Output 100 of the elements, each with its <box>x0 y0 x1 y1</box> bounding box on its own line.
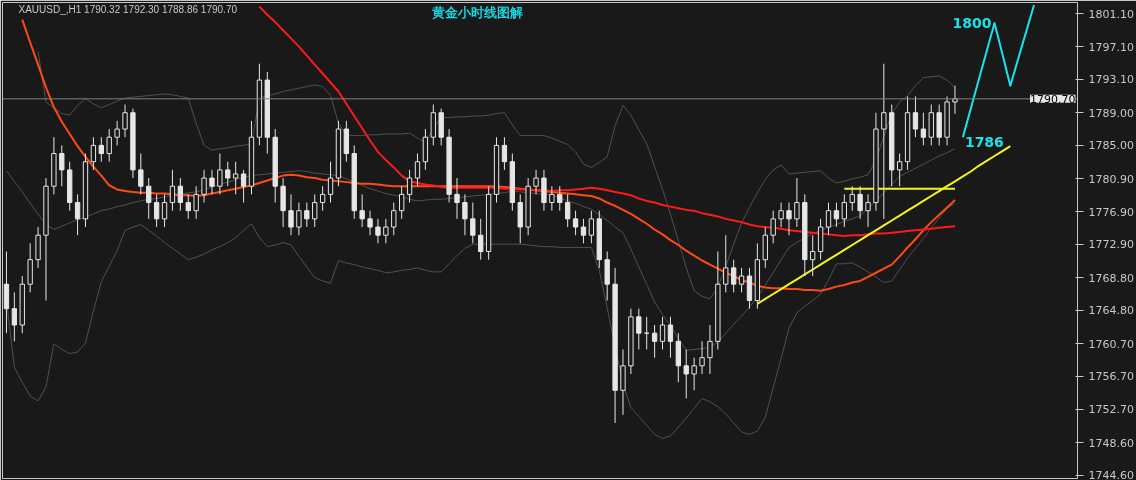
candlestick <box>304 202 310 228</box>
line-series <box>756 145 1012 305</box>
y-tick-label: 1801.10 <box>1088 7 1134 21</box>
ref-line-label: 1790.70 <box>1030 92 1076 106</box>
candlestick <box>478 218 484 261</box>
candlestick <box>185 193 191 220</box>
data-label: 1800 <box>952 14 992 31</box>
y-tick-label: 1748.60 <box>1088 436 1134 450</box>
candlestick <box>849 185 855 212</box>
candlestick <box>786 202 792 236</box>
candlestick <box>738 267 745 293</box>
y-tick-label: 1756.70 <box>1088 370 1134 384</box>
line-series <box>5 202 956 439</box>
candlestick <box>841 193 847 228</box>
y-tick-label: 1752.70 <box>1088 403 1134 417</box>
candlestick <box>952 85 958 115</box>
y-tick-label: 1768.80 <box>1088 271 1134 285</box>
candlestick <box>691 357 697 391</box>
candlestick <box>881 63 887 220</box>
candlestick <box>319 185 326 212</box>
candlestick <box>359 193 365 228</box>
candlestick <box>588 210 595 244</box>
candlestick <box>896 153 903 187</box>
candlestick <box>225 161 231 187</box>
candlestick <box>865 193 871 228</box>
candlestick <box>217 153 223 195</box>
candlestick <box>470 202 476 244</box>
candlestick <box>74 193 81 236</box>
candlestick <box>391 202 397 236</box>
y-tick-label: 1797.10 <box>1088 40 1134 54</box>
y-tick-label: 1780.90 <box>1088 172 1134 186</box>
y-tick-label: 1760.70 <box>1088 337 1134 351</box>
candlestick <box>920 112 927 146</box>
y-tick-label: 1789.00 <box>1088 106 1134 120</box>
candlestick <box>146 177 152 220</box>
candlestick <box>375 218 381 244</box>
candlestick <box>778 202 784 228</box>
candlestick <box>580 218 587 244</box>
candlestick <box>161 193 168 228</box>
candlestick <box>833 202 840 228</box>
candlestick <box>794 177 800 228</box>
candlestick <box>106 128 112 163</box>
candlestick <box>367 210 373 236</box>
candlestick <box>462 193 468 236</box>
candlestick <box>233 161 239 195</box>
candlestick <box>399 185 405 220</box>
candlestick <box>912 95 919 138</box>
line-series <box>258 5 956 238</box>
candlestick <box>659 316 666 350</box>
candlestick <box>138 153 144 195</box>
y-tick-label: 1744.60 <box>1088 469 1134 480</box>
candlestick <box>557 185 563 212</box>
candlestick <box>327 161 334 204</box>
candlestick <box>572 210 579 236</box>
line-series <box>21 18 956 292</box>
y-tick-label: 1772.90 <box>1088 238 1134 252</box>
candlestick <box>533 169 539 195</box>
candlestick <box>169 169 176 212</box>
candlestick <box>699 340 705 375</box>
candlestick <box>114 120 120 146</box>
candlestick <box>383 218 389 244</box>
candlestick <box>683 349 689 399</box>
candlestick <box>651 324 658 359</box>
candlestick <box>240 169 247 204</box>
candlestick <box>857 185 863 220</box>
candlestick <box>11 291 18 342</box>
candlestick <box>707 324 713 375</box>
candlestick <box>193 185 199 220</box>
candlestick <box>636 308 642 350</box>
candlestick <box>90 136 97 171</box>
candlestick <box>667 316 674 359</box>
candlestick <box>454 177 460 220</box>
candlestick <box>177 177 184 212</box>
candlestick <box>153 193 160 228</box>
candlestick <box>201 169 207 204</box>
candlestick <box>312 193 318 228</box>
y-tick-label: 1764.80 <box>1088 304 1134 318</box>
candlestick <box>98 136 104 163</box>
candlestick <box>501 136 508 171</box>
candlestick <box>414 153 421 187</box>
candlestick <box>564 193 571 228</box>
candlestick <box>770 210 776 244</box>
candlestick <box>209 169 215 195</box>
candlestick <box>288 193 294 236</box>
chart-title: 黄金小时线图解 <box>431 5 523 20</box>
candlestick <box>810 234 816 277</box>
candlestick <box>59 144 65 187</box>
data-label: 1786 <box>964 134 1004 151</box>
candlestick <box>122 104 128 138</box>
candlestick <box>549 185 555 212</box>
candlestick <box>723 234 729 293</box>
chart-subtitle: XAUUSD_,H1 1790.32 1792.30 1788.86 1790.70 <box>18 4 238 15</box>
candlestick <box>825 202 832 236</box>
y-tick-label: 1785.00 <box>1088 139 1134 153</box>
y-tick-label: 1793.10 <box>1088 73 1134 87</box>
candlestick <box>730 259 737 293</box>
line-series <box>37 50 956 300</box>
candlestick <box>406 169 413 204</box>
y-tick-label: 1776.90 <box>1088 205 1134 219</box>
candlestick <box>296 202 302 236</box>
